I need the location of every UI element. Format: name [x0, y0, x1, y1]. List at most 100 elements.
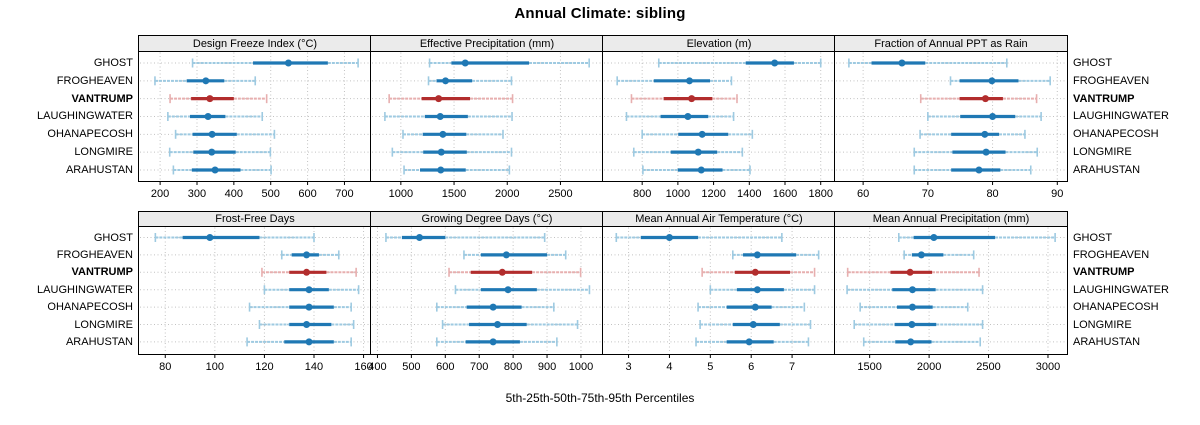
tick-label: 6	[748, 361, 755, 373]
series-ghost-elevation-m	[657, 58, 822, 68]
series-arahustan-fraction-of-annual-ppt-as-rain	[913, 165, 1032, 175]
axis-ticks-effective-precipitation-mm	[400, 181, 561, 185]
series-longmire-fraction-of-annual-ppt-as-rain	[913, 147, 1039, 157]
series-arahustan-mean-annual-precipitation-mm	[862, 337, 982, 347]
series-arahustan-mean-annual-air-temperature-c	[695, 337, 810, 347]
series-vantrump-fraction-of-annual-ppt-as-rain	[919, 94, 1038, 104]
series-longmire-elevation-m	[632, 147, 744, 157]
series-frogheaven-design-freeze-index-c	[154, 76, 257, 86]
axis-ticks-growing-degree-days-c	[376, 354, 582, 358]
series-ohanapecosh-mean-annual-precipitation-mm	[859, 302, 969, 312]
site-label-right-longmire: LONGMIRE	[1073, 318, 1132, 331]
series-ghost-growing-degree-days-c	[385, 233, 546, 242]
tick-label: 300	[187, 188, 207, 200]
site-label-right-laughingwater: LAUGHINGWATER	[1073, 110, 1169, 123]
series-vantrump-frost-free-days	[261, 267, 357, 277]
series-longmire-growing-degree-days-c	[441, 320, 579, 329]
site-label-right-arahustan: ARAHUSTAN	[1073, 335, 1141, 348]
site-label-right-longmire: LONGMIRE	[1073, 146, 1132, 159]
series-frogheaven-effective-precipitation-mm	[427, 76, 513, 86]
panel-mean-annual-air-temperature-c	[602, 226, 836, 355]
axis-labels-effective-precipitation-mm: 1000 1500 2000 2500	[370, 187, 603, 201]
series-ghost-frost-free-days	[154, 233, 315, 242]
series-arahustan-effective-precipitation-mm	[403, 165, 511, 175]
tick-label: 1400	[737, 188, 762, 200]
tick-label: 1000	[388, 188, 414, 200]
tick-label: 4	[666, 361, 673, 373]
site-label-right-vantrump: VANTRUMP	[1073, 92, 1135, 105]
tick-label: 3	[625, 361, 632, 373]
axis-ticks-fraction-of-annual-ppt-as-rain	[862, 181, 1058, 185]
tick-label: 100	[205, 361, 225, 373]
series-longmire-mean-annual-precipitation-mm	[853, 320, 984, 329]
strip-title-frost-free-days: Frost-Free Days	[138, 211, 372, 227]
site-label-right-arahustan: ARAHUSTAN	[1073, 163, 1141, 176]
site-label-left-ohanapecosh: OHANAPECOSH	[47, 128, 133, 141]
strip-title-design-freeze-index-c: Design Freeze Index (°C)	[138, 35, 372, 52]
site-label-left-vantrump: VANTRUMP	[71, 92, 133, 105]
tick-label: 160	[354, 361, 373, 373]
strip-title-growing-degree-days-c: Growing Degree Days (°C)	[370, 211, 604, 227]
tick-label: 1200	[701, 188, 726, 200]
site-label-right-frogheaven: FROGHEAVEN	[1073, 248, 1150, 261]
tick-label: 2500	[976, 361, 1001, 373]
series-longmire-mean-annual-air-temperature-c	[699, 320, 812, 329]
site-label-right-ohanapecosh: OHANAPECOSH	[1073, 301, 1159, 314]
site-label-left-longmire: LONGMIRE	[74, 318, 133, 331]
tick-label: 80	[986, 188, 999, 200]
site-label-left-arahustan: ARAHUSTAN	[65, 163, 133, 176]
site-label-right-ohanapecosh: OHANAPECOSH	[1073, 128, 1159, 141]
series-laughingwater-fraction-of-annual-ppt-as-rain	[927, 111, 1042, 121]
site-label-right-ghost: GHOST	[1073, 57, 1113, 69]
axis-ticks-elevation-m	[641, 181, 822, 185]
site-label-left-ghost: GHOST	[93, 231, 133, 244]
axis-ticks-design-freeze-index-c	[159, 181, 345, 185]
tick-label: 70	[921, 188, 934, 200]
series-vantrump-design-freeze-index-c	[169, 94, 268, 104]
strip-title-mean-annual-precipitation-mm: Mean Annual Precipitation (mm)	[834, 211, 1068, 227]
tick-label: 700	[335, 188, 354, 200]
site-label-right-ghost: GHOST	[1073, 231, 1113, 244]
strip-title-mean-annual-air-temperature-c: Mean Annual Air Temperature (°C)	[602, 211, 836, 227]
series-ghost-mean-annual-air-temperature-c	[615, 233, 783, 242]
tick-label: 600	[298, 188, 317, 200]
tick-label: 500	[402, 361, 421, 373]
axis-labels-growing-degree-days-c: 400 500 600 700 800 900 1000	[368, 360, 603, 374]
tick-label: 2000	[916, 361, 942, 373]
series-laughingwater-mean-annual-air-temperature-c	[709, 285, 816, 295]
panel-design-freeze-index-c	[138, 51, 372, 182]
site-label-left-vantrump: VANTRUMP	[71, 266, 133, 279]
site-label-left-ohanapecosh: OHANAPECOSH	[47, 301, 133, 314]
x-axis-caption: 5th-25th-50th-75th-95th Percentiles	[505, 391, 695, 405]
tick-label: 5	[707, 361, 714, 373]
tick-label: 80	[159, 361, 172, 373]
series-ghost-design-freeze-index-c	[191, 58, 359, 68]
series-laughingwater-frost-free-days	[263, 285, 360, 295]
series-laughingwater-effective-precipitation-mm	[384, 111, 513, 121]
axis-ticks-mean-annual-precipitation-mm	[869, 354, 1049, 358]
series-longmire-effective-precipitation-mm	[391, 147, 513, 157]
panel-mean-annual-precipitation-mm	[834, 226, 1068, 355]
strip-title-fraction-of-annual-ppt-as-rain: Fraction of Annual PPT as Rain	[834, 35, 1068, 52]
axis-labels-fraction-of-annual-ppt-as-rain: 60 70 80 90	[834, 187, 1067, 201]
tick-label: 400	[368, 361, 387, 373]
tick-label: 1600	[772, 188, 798, 200]
axis-ticks-mean-annual-air-temperature-c	[628, 354, 793, 358]
tick-label: 2500	[548, 188, 573, 200]
panel-fraction-of-annual-ppt-as-rain	[834, 51, 1068, 182]
tick-label: 1000	[665, 188, 691, 200]
tick-label: 500	[261, 188, 280, 200]
series-ohanapecosh-fraction-of-annual-ppt-as-rain	[919, 129, 1026, 139]
panel-effective-precipitation-mm	[370, 51, 604, 182]
series-laughingwater-elevation-m	[625, 111, 735, 121]
site-label-left-ghost: GHOST	[93, 57, 133, 69]
site-label-right-frogheaven: FROGHEAVEN	[1073, 74, 1150, 87]
tick-label: 600	[436, 361, 455, 373]
axis-ticks-frost-free-days	[164, 354, 365, 358]
series-frogheaven-growing-degree-days-c	[463, 250, 567, 260]
tick-label: 120	[255, 361, 274, 373]
tick-label: 400	[224, 188, 244, 200]
panel-elevation-m	[602, 51, 836, 182]
series-ohanapecosh-elevation-m	[641, 129, 754, 139]
